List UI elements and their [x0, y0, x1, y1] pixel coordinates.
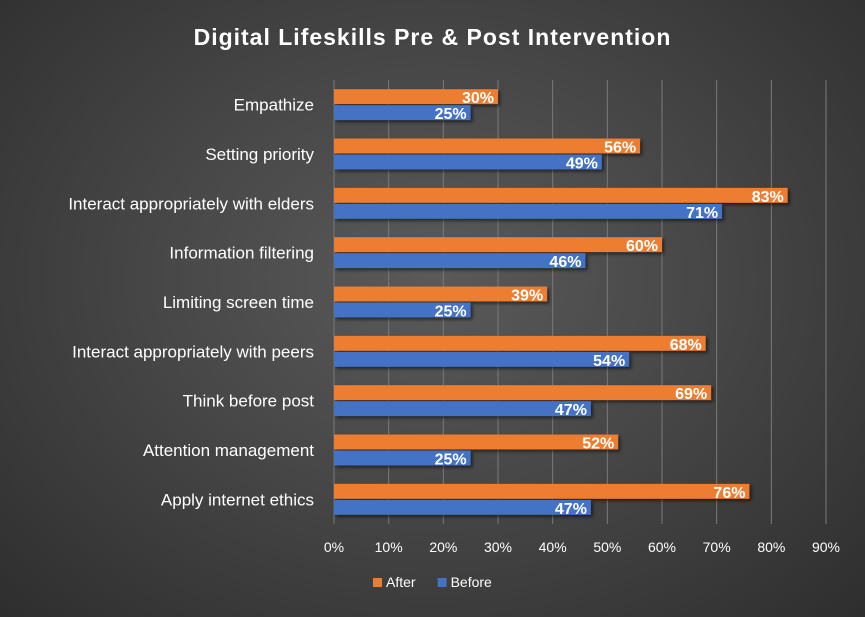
data-label-before: 47%	[555, 501, 587, 518]
category-label: Setting priority	[205, 145, 314, 164]
bar-after	[334, 335, 706, 351]
x-tick-label: 80%	[757, 539, 785, 555]
bar-before	[334, 401, 591, 417]
bar-before	[334, 499, 591, 515]
data-label-before: 25%	[435, 304, 467, 321]
data-label-after: 39%	[511, 288, 543, 305]
category-label: Interact appropriately with peers	[72, 342, 314, 361]
x-tick-label: 40%	[539, 539, 567, 555]
x-tick-label: 50%	[593, 539, 621, 555]
bar-after	[334, 237, 662, 253]
data-label-before: 25%	[435, 452, 467, 469]
category-label: Attention management	[143, 441, 314, 460]
x-tick-label: 60%	[648, 539, 676, 555]
category-label: Think before post	[183, 392, 315, 411]
bar-before	[334, 450, 471, 466]
bar-before	[334, 203, 723, 219]
x-tick-label: 30%	[484, 539, 512, 555]
bar-after	[334, 286, 548, 302]
category-label: Limiting screen time	[163, 293, 314, 312]
data-label-after: 60%	[626, 238, 658, 255]
bar-before	[334, 253, 586, 269]
data-label-before: 46%	[549, 254, 581, 271]
bar-before	[334, 302, 471, 318]
bar-after	[334, 434, 619, 450]
data-label-before: 47%	[555, 402, 587, 419]
data-label-after: 56%	[604, 140, 636, 157]
x-tick-label: 90%	[812, 539, 840, 555]
category-label: Interact appropriately with elders	[68, 194, 314, 213]
x-tick-label: 0%	[324, 539, 344, 555]
data-label-after: 83%	[752, 189, 784, 206]
legend-label-before: Before	[451, 574, 492, 590]
data-label-after: 52%	[582, 436, 614, 453]
bar-after	[334, 89, 498, 105]
x-tick-label: 20%	[429, 539, 457, 555]
legend-swatch-after	[373, 578, 382, 587]
category-label: Information filtering	[169, 244, 314, 263]
data-label-before: 49%	[566, 156, 598, 173]
bar-after	[334, 138, 641, 154]
data-label-after: 30%	[462, 90, 494, 107]
x-tick-label: 70%	[703, 539, 731, 555]
data-label-before: 25%	[435, 106, 467, 123]
bar-before	[334, 105, 471, 121]
data-label-after: 69%	[675, 386, 707, 403]
data-label-after: 76%	[713, 485, 745, 502]
legend-swatch-before	[437, 578, 447, 587]
x-tick-label: 10%	[375, 539, 403, 555]
category-label: Apply internet ethics	[161, 490, 314, 509]
data-label-before: 71%	[686, 205, 718, 222]
bar-before	[334, 351, 630, 367]
category-label: Empathize	[234, 96, 314, 115]
data-label-after: 68%	[670, 337, 702, 354]
bar-after	[334, 385, 712, 401]
bar-after	[334, 187, 788, 203]
bar-after	[334, 483, 750, 499]
chart-title: Digital Lifeskills Pre & Post Interventi…	[193, 24, 672, 50]
data-label-before: 54%	[593, 353, 625, 370]
bar-before	[334, 154, 602, 170]
legend-label-after: After	[386, 574, 416, 590]
